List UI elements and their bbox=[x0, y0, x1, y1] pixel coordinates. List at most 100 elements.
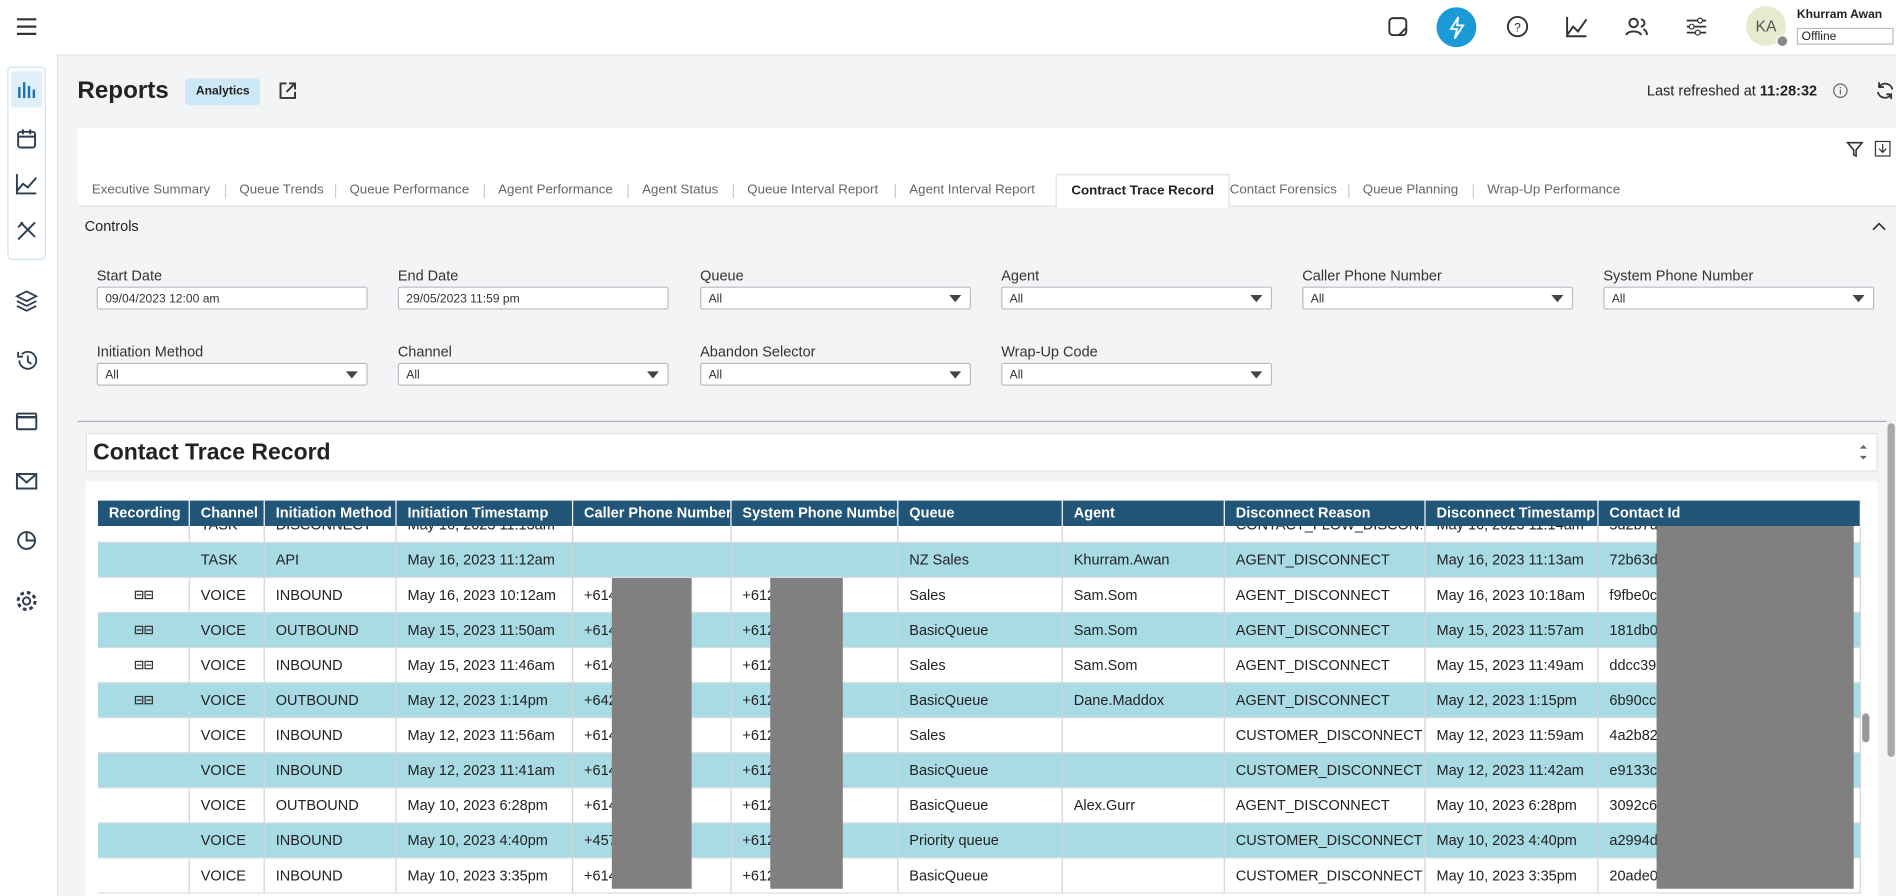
nav-reports[interactable] bbox=[13, 76, 40, 103]
table-row[interactable]: VOICE OUTBOUND May 15, 2023 11:50am +614 +61… bbox=[97, 613, 1861, 649]
tab-separator bbox=[224, 183, 227, 199]
select-input[interactable]: All bbox=[1001, 362, 1273, 386]
tab[interactable]: Queue Trends bbox=[239, 182, 324, 198]
table-row[interactable]: VOICE OUTBOUND May 10, 2023 6:28pm +614 +612… bbox=[97, 788, 1861, 824]
filter-button[interactable] bbox=[1846, 140, 1864, 158]
column-header[interactable]: Channel bbox=[190, 500, 265, 526]
recording-cell bbox=[98, 753, 190, 789]
tab[interactable]: Agent Performance bbox=[498, 182, 613, 198]
tab[interactable]: Executive Summary bbox=[91, 182, 211, 198]
tab[interactable]: Queue Performance bbox=[349, 182, 470, 198]
recording-icon[interactable] bbox=[134, 694, 153, 706]
column-header[interactable]: Caller Phone Number bbox=[573, 500, 732, 526]
notes-button[interactable] bbox=[1385, 13, 1412, 40]
column-header[interactable]: Agent bbox=[1063, 500, 1225, 526]
tab[interactable]: Agent Status bbox=[642, 182, 719, 198]
table-scrollbar[interactable] bbox=[1862, 713, 1870, 743]
info-icon[interactable] bbox=[1832, 82, 1849, 99]
analytics-button[interactable] bbox=[1563, 13, 1590, 40]
menu-button[interactable] bbox=[13, 13, 40, 40]
tab-active[interactable]: Contract Trace Record bbox=[1055, 174, 1230, 208]
nav-window[interactable] bbox=[13, 407, 40, 434]
table-cell: BasicQueue bbox=[898, 858, 1063, 894]
table-cell: Dane.Maddox bbox=[1063, 683, 1225, 719]
table-row[interactable]: VOICE INBOUND May 15, 2023 11:46am +614 +612… bbox=[97, 648, 1861, 684]
table-cell bbox=[1063, 823, 1225, 859]
recording-cell bbox=[98, 577, 190, 614]
tab[interactable]: Agent Interval Report bbox=[909, 182, 1036, 198]
collapse-button[interactable] bbox=[1871, 218, 1888, 235]
column-header[interactable]: Initiation Timestamp bbox=[397, 500, 574, 526]
nav-mail[interactable] bbox=[13, 468, 40, 495]
settings-sliders-button[interactable] bbox=[1683, 13, 1710, 40]
column-header[interactable]: Recording bbox=[98, 500, 190, 526]
column-header[interactable]: Disconnect Reason bbox=[1225, 500, 1426, 526]
select-input[interactable]: All bbox=[1603, 286, 1875, 310]
svg-text:?: ? bbox=[1514, 20, 1521, 34]
table-cell: BasicQueue bbox=[898, 613, 1063, 649]
select-input[interactable]: All bbox=[1302, 286, 1574, 310]
recording-icon[interactable] bbox=[134, 659, 153, 671]
table-cell: +612 bbox=[732, 613, 899, 649]
icon-part bbox=[144, 625, 153, 635]
dropdown-arrow bbox=[1250, 371, 1263, 379]
table-row[interactable]: VOICE INBOUND May 10, 2023 3:35pm +614 +612 B… bbox=[97, 858, 1861, 894]
arrow-shape bbox=[345, 371, 358, 379]
title-scroll[interactable] bbox=[1856, 439, 1871, 466]
report-title-bar bbox=[85, 432, 1878, 472]
download-button[interactable] bbox=[1874, 140, 1891, 157]
column-header[interactable]: Queue bbox=[898, 500, 1063, 526]
table-row[interactable]: TASKDISCONNECTMay 16, 2023 11:13am CONTAC… bbox=[97, 525, 1861, 543]
select-input[interactable]: All bbox=[700, 286, 971, 310]
select-input[interactable]: All bbox=[397, 362, 669, 386]
users-button[interactable] bbox=[1623, 13, 1650, 40]
date-input[interactable]: 09/04/2023 12:00 am bbox=[96, 286, 368, 310]
column-header[interactable]: Initiation Method bbox=[265, 500, 397, 526]
nav-history[interactable] bbox=[13, 347, 40, 374]
recording-icon[interactable] bbox=[134, 589, 153, 601]
table-cell: Sam.Som bbox=[1063, 577, 1225, 614]
table-cell: 6b90cc bbox=[1599, 683, 1861, 719]
table-row[interactable]: VOICE INBOUND May 16, 2023 10:12am +614 +612… bbox=[97, 577, 1861, 614]
quick-action-button[interactable] bbox=[1436, 7, 1477, 48]
table-cell: Alex.Gurr bbox=[1063, 788, 1225, 824]
table-row[interactable]: VOICE OUTBOUND May 12, 2023 1:14pm +642 +612… bbox=[97, 683, 1861, 719]
nav-calendar[interactable] bbox=[13, 126, 40, 153]
nav-tools[interactable] bbox=[13, 218, 40, 245]
controls-area bbox=[77, 205, 1896, 424]
column-header[interactable]: System Phone Number bbox=[732, 500, 899, 526]
table-cell: May 10, 2023 4:40pm bbox=[1426, 823, 1599, 859]
help-button[interactable]: ? bbox=[1504, 13, 1531, 40]
table-cell: BasicQueue bbox=[898, 753, 1063, 789]
nav-settings[interactable] bbox=[13, 588, 40, 615]
refresh-button[interactable] bbox=[1874, 80, 1896, 102]
nav-pie[interactable] bbox=[13, 527, 40, 554]
nav-layers[interactable] bbox=[13, 287, 40, 314]
column-header[interactable]: Disconnect Timestamp bbox=[1426, 500, 1599, 526]
page-scrollbar[interactable] bbox=[1887, 423, 1895, 757]
tab[interactable]: Contact Forensics bbox=[1229, 182, 1337, 198]
recording-icon[interactable] bbox=[134, 624, 153, 636]
table-cell: May 10, 2023 6:28pm bbox=[1426, 788, 1599, 824]
tab[interactable]: Queue Interval Report bbox=[747, 182, 879, 198]
table-row[interactable]: VOICE INBOUND May 12, 2023 11:56am +614 +612… bbox=[97, 718, 1861, 754]
table-row[interactable]: VOICE INBOUND May 10, 2023 4:40pm +457 +612 P… bbox=[97, 823, 1861, 859]
table-cell: DISCONNECT bbox=[265, 525, 397, 543]
column-header[interactable]: Contact Id bbox=[1599, 500, 1861, 526]
tab[interactable]: Queue Planning bbox=[1362, 182, 1459, 198]
select-input[interactable]: All bbox=[96, 362, 368, 386]
select-input[interactable]: All bbox=[700, 362, 971, 386]
table-row[interactable]: VOICE INBOUND May 12, 2023 11:41am +614 +612… bbox=[97, 753, 1861, 789]
field-label: Caller Phone Number bbox=[1302, 267, 1442, 285]
nav-trends[interactable] bbox=[13, 170, 40, 197]
table-row[interactable]: TASK API May 16, 2023 11:12am NZ Sales Khurr… bbox=[97, 542, 1861, 578]
field-label: Agent bbox=[1001, 267, 1040, 285]
date-input[interactable]: 29/05/2023 11:59 pm bbox=[397, 286, 669, 310]
last-refreshed-time: 11:28:32 bbox=[1759, 82, 1818, 100]
status-select[interactable]: Offline bbox=[1796, 27, 1894, 45]
open-external[interactable] bbox=[277, 80, 299, 102]
tab[interactable]: Wrap-Up Performance bbox=[1487, 182, 1621, 198]
table-cell: +457 bbox=[573, 823, 732, 859]
select-input[interactable]: All bbox=[1001, 286, 1273, 310]
